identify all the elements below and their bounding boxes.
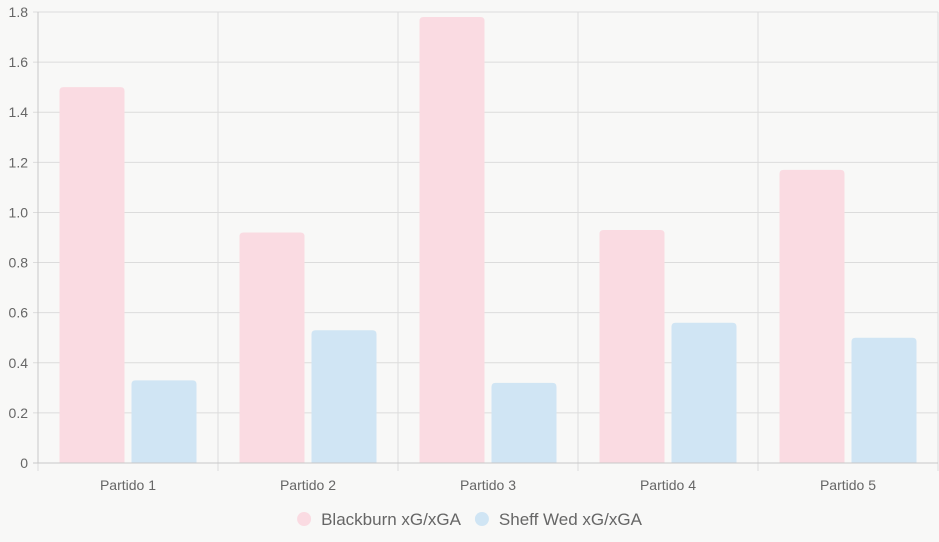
y-tick-label: 1.4 — [9, 104, 29, 120]
legend-label: Blackburn xG/xGA — [321, 510, 461, 529]
x-tick-label: Partido 2 — [280, 477, 336, 493]
x-tick-label: Partido 3 — [460, 477, 516, 493]
bars — [59, 17, 917, 464]
bar-blackburn-2[interactable] — [239, 232, 305, 463]
bar-sheff-wed-1[interactable] — [131, 380, 197, 463]
legend-item-blackburn[interactable]: Blackburn xG/xGA — [297, 510, 462, 529]
x-tick-label: Partido 1 — [100, 477, 156, 493]
x-axis: Partido 1 Partido 2 Partido 3 Partido 4 Part… — [33, 462, 938, 493]
y-tick-label: 0.4 — [9, 355, 29, 371]
bar-blackburn-4[interactable] — [599, 229, 665, 463]
y-tick-label: 1.2 — [9, 154, 29, 170]
legend-label: Sheff Wed xG/xGA — [499, 510, 643, 529]
bar-blackburn-1[interactable] — [59, 87, 125, 464]
y-tick-label: 0 — [20, 455, 28, 471]
legend: Blackburn xG/xGA Sheff Wed xG/xGA — [297, 510, 643, 529]
y-tick-label: 0.2 — [9, 405, 29, 421]
y-axis: 0 0.2 0.4 0.6 0.8 1.0 1.2 1.4 1.6 1.8 — [9, 4, 39, 471]
bar-sheff-wed-4[interactable] — [671, 322, 737, 463]
legend-swatch — [474, 512, 489, 526]
bar-sheff-wed-2[interactable] — [311, 330, 377, 463]
y-tick-label: 0.6 — [9, 305, 29, 321]
y-tick-label: 1.8 — [9, 4, 29, 20]
y-tick-label: 0.8 — [9, 255, 29, 271]
y-tick-label: 1.6 — [9, 54, 29, 70]
bar-blackburn-3[interactable] — [419, 17, 485, 464]
legend-swatch — [297, 512, 312, 526]
x-tick-label: Partido 5 — [820, 477, 876, 493]
bar-blackburn-5[interactable] — [779, 169, 845, 463]
y-tick-label: 1.0 — [9, 204, 29, 220]
x-tick-label: Partido 4 — [640, 477, 696, 493]
legend-item-sheff-wed[interactable]: Sheff Wed xG/xGA — [474, 510, 643, 529]
bar-sheff-wed-5[interactable] — [851, 337, 917, 463]
bar-sheff-wed-3[interactable] — [491, 382, 557, 463]
